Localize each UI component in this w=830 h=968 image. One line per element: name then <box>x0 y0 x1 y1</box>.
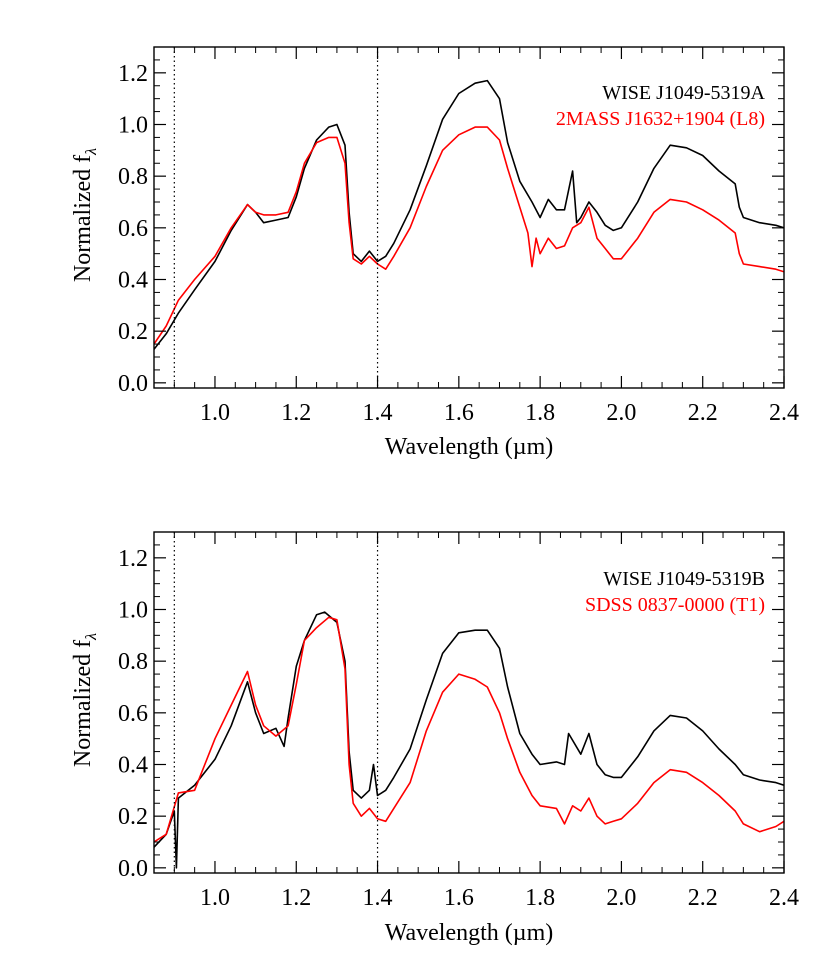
series-line-template <box>154 616 784 843</box>
series-line-object <box>154 79 784 350</box>
x-tick-label: 1.6 <box>444 885 474 911</box>
x-tick-label: 2.4 <box>769 400 799 426</box>
y-tick-label: 0.8 <box>118 164 148 190</box>
x-tick-label: 1.4 <box>363 885 393 911</box>
x-tick-label: 1.0 <box>200 885 230 911</box>
y-tick-label: 0.6 <box>118 216 148 242</box>
y-tick-label: 0.2 <box>118 804 148 830</box>
y-tick-label: 1.0 <box>118 113 148 139</box>
x-tick-label: 1.4 <box>363 400 393 426</box>
x-tick-label: 2.4 <box>769 885 799 911</box>
y-axis-title-text: Normalized f <box>70 155 96 282</box>
chart-panel-bottom: 1.0 1.2 1.4 1.6 1.8 2.0 2.2 2.4 0.0 0.2 0.4 0.6 0.8 1… <box>70 531 799 946</box>
legend-label-a-object: WISE J1049-5319A <box>602 82 765 104</box>
plot-frame <box>153 531 785 874</box>
legend-label-a-template: 2MASS J1632+1904 (L8) <box>556 108 765 130</box>
y-tick-label: 0.0 <box>118 856 148 882</box>
y-axis-title: Normalized fλ <box>70 148 100 282</box>
series-line-template <box>154 126 784 345</box>
x-tick-label: 2.0 <box>606 885 636 911</box>
x-tick-label: 1.2 <box>281 885 311 911</box>
x-tick-label: 1.8 <box>525 885 555 911</box>
x-tick-label: 2.2 <box>688 400 718 426</box>
y-axis-title-text: Normalized f <box>70 640 96 767</box>
x-tick-label: 1.2 <box>281 400 311 426</box>
series-line-object <box>154 611 784 869</box>
x-axis-title: Wavelength (µm) <box>385 920 554 946</box>
x-tick-label: 1.8 <box>525 400 555 426</box>
y-tick-label: 1.2 <box>118 61 148 87</box>
y-tick-label: 0.2 <box>118 319 148 345</box>
x-tick-label: 2.2 <box>688 885 718 911</box>
y-tick-label: 0.4 <box>118 753 148 779</box>
y-tick-label: 0.6 <box>118 701 148 727</box>
legend-label-b-template: SDSS 0837-0000 (T1) <box>585 594 765 616</box>
y-tick-label: 0.8 <box>118 649 148 675</box>
y-axis-title-subscript: λ <box>83 148 100 156</box>
y-tick-label: 0.0 <box>118 371 148 397</box>
legend-label-b-object: WISE J1049-5319B <box>603 568 765 590</box>
plot-frame <box>153 46 785 389</box>
y-axis-title: Normalized fλ <box>70 633 100 767</box>
y-tick-label: 1.2 <box>118 546 148 572</box>
chart-panel-top: 1.0 1.2 1.4 1.6 1.8 2.0 2.2 2.4 0.0 0.2 0.4 0.6 0.8 1… <box>70 46 799 460</box>
x-tick-label: 1.0 <box>200 400 230 426</box>
y-tick-label: 0.4 <box>118 268 148 294</box>
x-axis-title: Wavelength (µm) <box>385 434 554 460</box>
x-tick-label: 2.0 <box>606 400 636 426</box>
y-axis-title-subscript: λ <box>83 633 100 641</box>
x-tick-label: 1.6 <box>444 400 474 426</box>
y-tick-label: 1.0 <box>118 598 148 624</box>
